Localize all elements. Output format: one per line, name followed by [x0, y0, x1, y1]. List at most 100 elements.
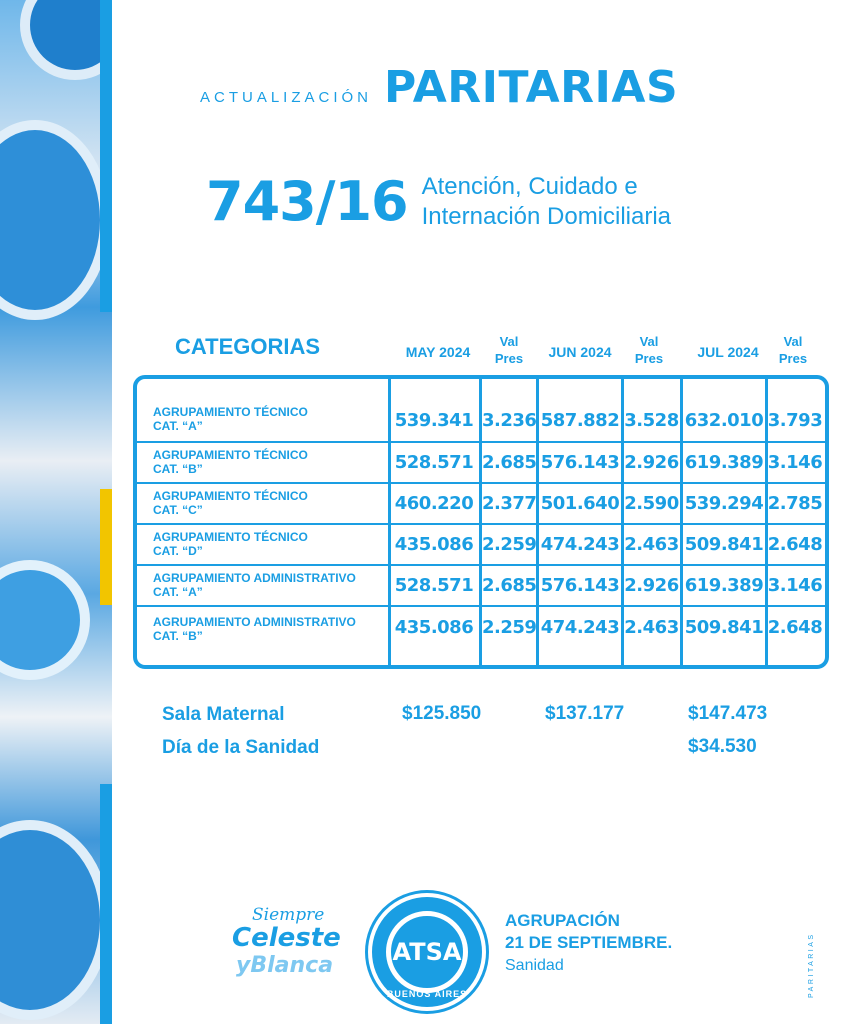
table-divider — [621, 375, 624, 669]
table-row-label: AGRUPAMIENTO TÉCNICO CAT. “C” — [153, 489, 393, 517]
table-cell-jun: 576.143 — [540, 452, 620, 473]
page-header: ACTUALIZACIÓN PARITARIAS — [200, 62, 678, 113]
table-row-divider — [133, 523, 829, 525]
sala-maternal-may: $125.850 — [402, 703, 482, 724]
row-label-cat: CAT. “A” — [153, 419, 203, 433]
row-label-cat: CAT. “A” — [153, 585, 203, 599]
table-row-divider — [133, 482, 829, 484]
table-divider — [765, 375, 768, 669]
page-title: PARITARIAS — [384, 62, 679, 113]
table-cell-jun: 501.640 — [540, 493, 620, 514]
col-header-pres: Pres — [494, 351, 524, 366]
convenio-desc-line: Internación Domiciliaria — [421, 202, 672, 230]
col-header-pres: Pres — [634, 351, 664, 366]
table-cell-valpres: 2.648 — [767, 534, 823, 555]
table-cell-valpres: 2.377 — [482, 493, 537, 514]
row-label-line: AGRUPAMIENTO TÉCNICO — [153, 489, 308, 503]
table-cell-valpres: 2.648 — [767, 617, 823, 638]
table-cell-may: 460.220 — [394, 493, 474, 514]
table-cell-valpres: 2.926 — [624, 575, 679, 596]
flag-emblem-shape — [0, 560, 90, 680]
table-cell-valpres: 2.590 — [624, 493, 679, 514]
table-cell-jun: 587.882 — [540, 410, 620, 431]
table-cell-valpres: 2.685 — [482, 575, 537, 596]
table-row-divider — [133, 441, 829, 443]
table-cell-jun: 474.243 — [540, 617, 620, 638]
convenio-description: Atención, Cuidado e Internación Domicili… — [422, 172, 671, 232]
table-cell-may: 528.571 — [394, 452, 474, 473]
atsa-logo: ATSA BUENOS AIRES — [368, 893, 486, 1011]
col-header-categorias: CATEGORIAS — [175, 334, 321, 359]
table-cell-valpres: 2.785 — [767, 493, 823, 514]
col-header-val: Val — [639, 334, 659, 349]
row-label-line: AGRUPAMIENTO ADMINISTRATIVO — [153, 571, 356, 585]
table-cell-valpres: 2.259 — [482, 534, 537, 555]
agrupacion-name: 21 DE SEPTIEMBRE. — [505, 933, 673, 952]
table-cell-may: 528.571 — [394, 575, 474, 596]
table-cell-valpres: 2.926 — [624, 452, 679, 473]
table-row-label: AGRUPAMIENTO TÉCNICO CAT. “A” — [153, 405, 393, 433]
agrupacion-title: AGRUPACIÓN — [505, 911, 620, 930]
convenio-desc-line: Atención, Cuidado e — [421, 172, 638, 200]
sala-maternal-label: Sala Maternal — [162, 704, 285, 725]
table-cell-jul: 509.841 — [684, 617, 764, 638]
dia-sanidad-jul: $34.530 — [688, 736, 757, 757]
table-row-label: AGRUPAMIENTO ADMINISTRATIVO CAT. “A” — [153, 571, 393, 599]
sala-maternal-jul: $147.473 — [688, 703, 768, 724]
logo-script-text: Siempre — [252, 905, 325, 925]
table-cell-valpres: 2.463 — [624, 617, 679, 638]
table-cell-jul: 509.841 — [684, 534, 764, 555]
table-cell-valpres: 3.528 — [624, 410, 679, 431]
table-cell-valpres: 2.463 — [624, 534, 679, 555]
table-cell-may: 435.086 — [394, 617, 474, 638]
row-label-cat: CAT. “B” — [153, 629, 203, 643]
header-kicker: ACTUALIZACIÓN — [200, 89, 373, 106]
row-label-line: AGRUPAMIENTO TÉCNICO — [153, 405, 308, 419]
accent-bar-yellow — [100, 489, 112, 605]
side-label-text: PARITARIAS — [808, 932, 815, 998]
col-header-val: Val — [783, 334, 803, 349]
col-header-valpres-1: Val Pres — [484, 333, 534, 367]
flag-emblem-shape — [20, 0, 112, 80]
table-row-divider — [133, 564, 829, 566]
col-header-valpres-2: Val Pres — [624, 333, 674, 367]
convenio-number: 743/16 — [206, 170, 409, 233]
agrupacion-sector: Sanidad — [505, 957, 564, 974]
table-cell-valpres: 3.236 — [482, 410, 537, 431]
table-cell-jul: 619.389 — [684, 452, 764, 473]
table-cell-valpres: 3.146 — [767, 575, 823, 596]
flag-emblem-shape — [0, 820, 110, 1020]
logo-script-text: Celeste — [232, 923, 341, 953]
col-header-valpres-3: Val Pres — [768, 333, 818, 367]
table-cell-jul: 539.294 — [684, 493, 764, 514]
agrupacion-block: AGRUPACIÓN 21 DE SEPTIEMBRE. Sanidad — [505, 910, 672, 978]
table-cell-valpres: 2.685 — [482, 452, 537, 473]
table-cell-valpres: 2.259 — [482, 617, 537, 638]
flag-background-image — [0, 0, 112, 1024]
atsa-logo-text: ATSA — [386, 911, 468, 993]
atsa-logo-ring-text: BUENOS AIRES — [386, 989, 468, 999]
row-label-line: AGRUPAMIENTO ADMINISTRATIVO — [153, 615, 356, 629]
table-divider — [388, 375, 391, 669]
col-header-jun: JUN 2024 — [548, 344, 612, 360]
table-cell-jun: 576.143 — [540, 575, 620, 596]
table-cell-jun: 474.243 — [540, 534, 620, 555]
row-label-cat: CAT. “B” — [153, 462, 203, 476]
table-row-label: AGRUPAMIENTO ADMINISTRATIVO CAT. “B” — [153, 615, 393, 643]
table-cell-may: 435.086 — [394, 534, 474, 555]
row-label-line: AGRUPAMIENTO TÉCNICO — [153, 530, 308, 544]
flag-emblem-shape — [0, 120, 110, 320]
logo-script-text: yBlanca — [236, 953, 334, 978]
table-row-label: AGRUPAMIENTO TÉCNICO CAT. “D” — [153, 530, 393, 558]
side-label: PARITARIAS — [806, 908, 820, 998]
table-divider — [680, 375, 683, 669]
sala-maternal-jun: $137.177 — [545, 703, 625, 724]
col-header-jul: JUL 2024 — [697, 344, 759, 360]
accent-bar — [100, 0, 112, 312]
siempre-celeste-logo: Siempre Celeste yBlanca — [232, 905, 352, 980]
table-cell-valpres: 3.146 — [767, 452, 823, 473]
table-row-label: AGRUPAMIENTO TÉCNICO CAT. “B” — [153, 448, 393, 476]
table-divider — [479, 375, 482, 669]
row-label-line: AGRUPAMIENTO TÉCNICO — [153, 448, 308, 462]
col-header-val: Val — [499, 334, 519, 349]
